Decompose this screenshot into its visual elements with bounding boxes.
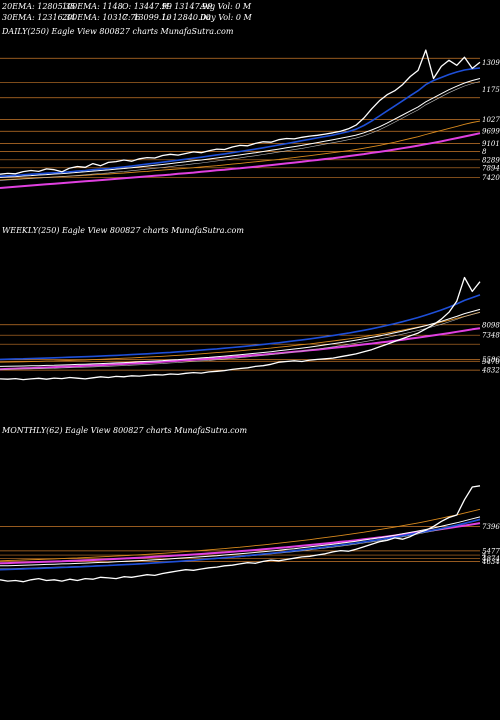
stat-close: C: 13099.10 (122, 13, 172, 22)
daily-tick-label: 10274 (482, 116, 500, 124)
weekly-panel-title: WEEKLY(250) Eagle View 800827 charts Mun… (2, 226, 244, 235)
monthly-ema-200-line (0, 522, 481, 565)
monthly-ema-fast-line (0, 518, 481, 571)
weekly-ema-fast-line (0, 294, 481, 361)
daily-ema-mid-band-line (0, 81, 481, 181)
daily-tick-label: 8 (482, 148, 487, 156)
monthly-tick-label: 5477 (482, 547, 500, 555)
stat-low: L: 12840.00 (162, 13, 211, 22)
stat-avg-vol: Avg Vol: 0 M (200, 2, 252, 11)
monthly-ema-mid-line (0, 516, 481, 567)
monthly-panel-title: MONTHLY(62) Eagle View 800827 charts Mun… (2, 426, 248, 435)
daily-tick-label: 9699 (482, 128, 500, 136)
monthly-tick-label: 7396 (482, 523, 500, 531)
weekly-tick-label: 8098 (482, 321, 500, 329)
weekly-ema-mid-line (0, 308, 481, 367)
monthly-price-line (0, 485, 481, 583)
daily-tick-label: 13090 (482, 59, 500, 67)
monthly-tick-label: 4 (481, 552, 486, 560)
daily-ema-slow-line (0, 120, 481, 181)
weekly-tick-label: 4832 (481, 367, 500, 375)
weekly-ema-200-line (0, 327, 481, 371)
daily-tick-label: 11756 (482, 86, 500, 94)
stat-100ema: 100EMA: 1148 (62, 2, 123, 11)
daily-panel-title: DAILY(250) Eagle View 800827 charts Muna… (2, 27, 234, 36)
stat-30ema: 30EMA: 12316.34 (2, 13, 76, 22)
monthly-ema-slow-line (0, 508, 481, 562)
monthly-tick-label: 4634 (481, 558, 500, 566)
monthly-tick-label: 4874 (481, 555, 500, 563)
daily-ema-fast-line (0, 67, 481, 177)
weekly-ema-mid-band-line (0, 312, 481, 370)
daily-tick-label: 7420 (482, 174, 500, 182)
weekly-ema-slow-line (0, 311, 481, 363)
weekly-tick-label: 5470 (482, 358, 500, 366)
stat-20ema: 20EMA: 12805.35 (2, 2, 76, 11)
daily-tick-label: 8289 (482, 156, 500, 164)
stat-open: O: 13447.99 (122, 2, 172, 11)
daily-ema-200-line (0, 132, 481, 189)
weekly-price-line (0, 276, 481, 381)
stat-high: H: 13147.99 (162, 2, 213, 11)
daily-ema-mid-line (0, 78, 481, 178)
weekly-tick-label: 5586 (482, 356, 500, 364)
stat-200ema: 200EMA: 10317.76 (62, 13, 141, 22)
weekly-tick-label: 7348 (482, 332, 500, 340)
daily-price-line (0, 49, 481, 175)
daily-tick-label: 9101 (482, 140, 500, 148)
daily-tick-label: 7894 (482, 164, 500, 172)
stat-day-vol: Day Vol: 0 M (200, 13, 252, 22)
